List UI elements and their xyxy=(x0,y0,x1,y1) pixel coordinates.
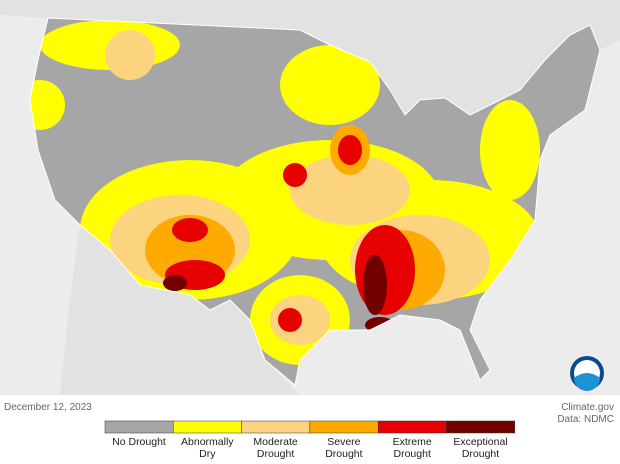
legend-swatch xyxy=(309,420,379,434)
drought-areas xyxy=(30,20,540,365)
legend-label: No Drought xyxy=(112,436,166,448)
map xyxy=(0,0,620,395)
area xyxy=(480,100,540,200)
legend-swatch xyxy=(241,420,311,434)
legend xyxy=(104,420,516,434)
mexico xyxy=(60,225,300,395)
area xyxy=(363,255,387,315)
legend-label: Abnormally Dry xyxy=(181,436,234,460)
credit: Climate.gov xyxy=(561,402,614,413)
legend-label: Moderate Drought xyxy=(253,436,298,460)
date: December 12, 2023 xyxy=(4,402,92,413)
legend-label: Extreme Drought xyxy=(392,436,432,460)
area xyxy=(163,275,187,291)
area xyxy=(30,80,65,130)
area xyxy=(290,155,410,225)
legend-swatch xyxy=(446,420,516,434)
area xyxy=(280,45,380,125)
legend-swatch xyxy=(104,420,174,434)
area xyxy=(283,163,307,187)
legend-label: Severe Drought xyxy=(325,436,363,460)
legend-swatch xyxy=(377,420,447,434)
area xyxy=(338,135,362,165)
legend-label: Exceptional Drought xyxy=(453,436,508,460)
area xyxy=(278,308,302,332)
noaa-logo xyxy=(570,356,604,391)
area xyxy=(172,218,208,242)
area xyxy=(105,30,155,80)
legend-swatch xyxy=(173,420,242,434)
canada xyxy=(0,0,620,115)
source: Data: NDMC xyxy=(557,414,614,425)
